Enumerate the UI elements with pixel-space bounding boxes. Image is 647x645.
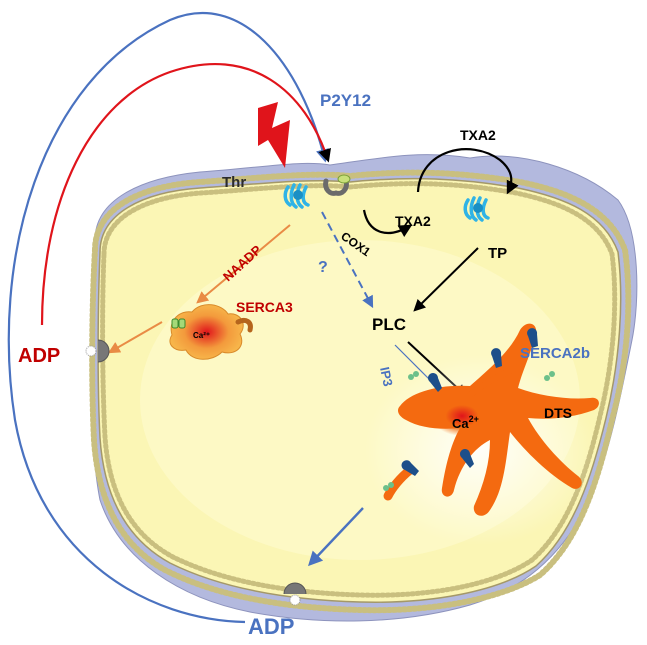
serca3-to-membrane-arrow (107, 321, 163, 354)
serca3-store (169, 304, 253, 360)
tp-to-plc-arrow (413, 247, 479, 312)
ca-large-label: Ca2+ (452, 414, 479, 431)
adp-bottom-label: ADP (248, 614, 294, 639)
serca3-pump-icon (171, 318, 186, 329)
ip3-label: IP3 (377, 366, 396, 388)
serca2b-pump-icon (401, 328, 538, 476)
adp-p2y12-feedback-loop (7, 11, 329, 624)
plasma-membrane-outer (89, 169, 632, 614)
p2y12-receptor-icon (323, 174, 351, 196)
question-label: ? (318, 259, 328, 276)
serca2b-label: SERCA2b (520, 345, 590, 362)
thr-label: Thr (222, 174, 246, 191)
dts-label: DTS (544, 405, 572, 421)
channel-icon (383, 371, 555, 491)
ca-small-label: Ca²⁺ (193, 331, 210, 340)
lightning-bolt-icon (258, 102, 290, 168)
plc-label: PLC (372, 315, 406, 334)
thrombin-receptor-icon (283, 183, 310, 209)
tp-label: TP (488, 245, 507, 262)
adp-release-port-bottom (283, 582, 307, 606)
p2y12-label: P2Y12 (320, 91, 371, 110)
dts-to-adp-arrow (308, 507, 364, 567)
cox1-arrow (362, 209, 413, 238)
txa2-inner-label: TXA2 (395, 213, 431, 229)
txa2-release-arrow (416, 148, 519, 195)
serca3-label: SERCA3 (236, 299, 293, 315)
tp-receptor-icon (463, 196, 490, 222)
p2y12-to-plc-dashed-arrow (321, 211, 374, 309)
adp-thr-feedback-loop (40, 62, 331, 326)
txa2-top-label: TXA2 (460, 127, 496, 143)
adp-left-label: ADP (18, 345, 60, 367)
adp-release-port-left (85, 339, 110, 363)
plasma-membrane-inner (100, 181, 618, 598)
naadp-arrow (196, 224, 291, 304)
dense-tubular-system (365, 323, 599, 545)
